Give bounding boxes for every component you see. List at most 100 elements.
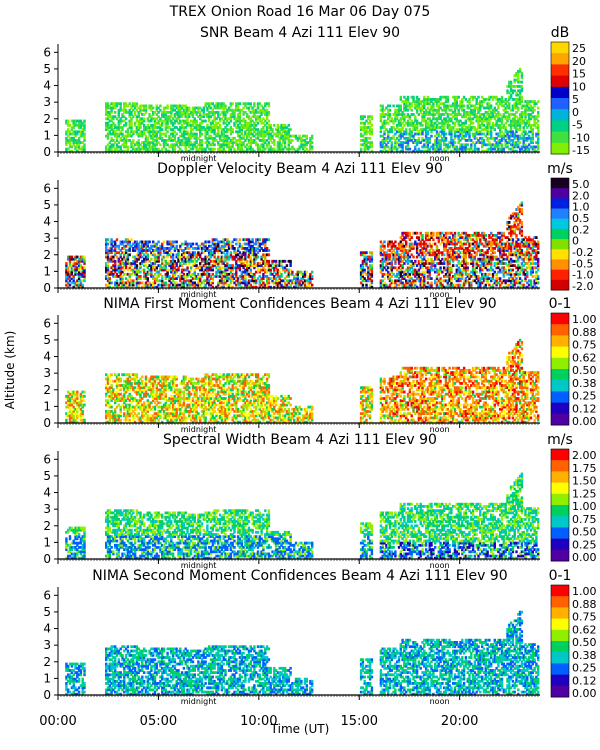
heatmap-cell <box>143 117 146 121</box>
heatmap-cell <box>193 143 196 147</box>
heatmap-cell <box>74 134 77 138</box>
heatmap-cell <box>110 145 113 149</box>
heatmap-cell <box>359 143 363 147</box>
heatmap-cell <box>246 132 249 136</box>
heatmap-cell <box>464 111 468 114</box>
heatmap-cell <box>363 126 366 129</box>
heatmap-cell <box>238 119 242 123</box>
heatmap-cell <box>164 111 167 114</box>
heatmap-cell <box>405 115 408 119</box>
heatmap-cell <box>206 115 209 119</box>
heatmap-cell <box>106 136 110 140</box>
heatmap-cell <box>182 111 186 114</box>
heatmap-cell <box>379 117 383 121</box>
heatmap-cell <box>157 149 160 153</box>
heatmap-cell <box>108 141 111 144</box>
heatmap-cell <box>262 128 265 131</box>
heatmap-cell <box>159 143 162 147</box>
heatmap-cell <box>365 143 368 147</box>
heatmap-cell <box>457 95 460 99</box>
heatmap-cell <box>220 117 224 121</box>
heatmap-cell <box>213 123 216 127</box>
heatmap-cell <box>112 130 115 134</box>
heatmap-cell <box>188 149 191 153</box>
heatmap-cell <box>311 147 314 151</box>
heatmap-cell <box>65 141 68 144</box>
heatmap-cell <box>105 106 108 110</box>
heatmap-cell <box>139 123 142 127</box>
heatmap-cell <box>159 123 162 127</box>
heatmap-cell <box>106 121 110 125</box>
heatmap-cell <box>249 268 252 272</box>
heatmap-cell <box>500 143 504 147</box>
heatmap-cell <box>387 141 390 144</box>
heatmap-cell <box>432 117 435 121</box>
heatmap-cell <box>296 136 299 140</box>
heatmap-cell <box>428 119 431 123</box>
heatmap-cell <box>273 123 276 127</box>
heatmap-cell <box>117 134 120 138</box>
heatmap-cell <box>410 95 413 99</box>
heatmap-cell <box>461 145 464 149</box>
heatmap-cell <box>139 117 142 121</box>
heatmap-cell <box>137 134 140 138</box>
heatmap-cell <box>283 259 287 263</box>
heatmap-cell <box>309 141 312 144</box>
heatmap-cell <box>195 145 198 149</box>
heatmap-cell <box>256 130 260 134</box>
heatmap-cell <box>218 102 222 106</box>
heatmap-cell <box>381 126 384 129</box>
heatmap-cell <box>383 121 386 125</box>
heatmap-cell <box>383 136 386 140</box>
heatmap-cell <box>379 115 383 119</box>
heatmap-cell <box>434 98 437 101</box>
heatmap-cell <box>518 67 522 71</box>
heatmap-cell <box>283 130 287 134</box>
heatmap-cell <box>435 141 439 144</box>
heatmap-cell <box>229 132 233 136</box>
heatmap-cell <box>152 117 155 121</box>
heatmap-cell <box>271 128 274 131</box>
heatmap-cell <box>184 113 187 116</box>
heatmap-cell <box>200 126 204 129</box>
heatmap-cell <box>459 139 462 142</box>
heatmap-cell <box>161 115 164 119</box>
heatmap-cell <box>222 147 225 151</box>
heatmap-cell <box>405 100 408 103</box>
heatmap-cell <box>208 126 211 129</box>
heatmap-cell <box>470 119 473 123</box>
heatmap-cell <box>195 126 198 129</box>
heatmap-cell <box>392 136 395 140</box>
heatmap-cell <box>247 147 251 151</box>
heatmap-cell <box>249 117 252 121</box>
heatmap-cell <box>121 115 124 119</box>
heatmap-cell <box>280 128 283 131</box>
heatmap-cell <box>217 141 220 144</box>
heatmap-cell <box>267 130 271 134</box>
panel-title: SNR Beam 4 Azi 111 Elev 90 <box>200 25 400 41</box>
heatmap-cell <box>255 123 258 127</box>
heatmap-cell <box>246 143 249 147</box>
heatmap-cell <box>459 102 462 106</box>
heatmap-cell <box>408 130 412 134</box>
heatmap-cell <box>157 136 160 140</box>
heatmap-cell <box>282 128 285 131</box>
heatmap-cell <box>204 147 207 151</box>
heatmap-cell <box>464 132 468 136</box>
colorbar-swatch <box>551 53 569 65</box>
heatmap-cell <box>399 121 402 125</box>
heatmap-cell <box>180 139 184 142</box>
heatmap-cell <box>81 141 84 144</box>
heatmap-cell <box>381 149 384 153</box>
heatmap-cell <box>439 130 442 134</box>
heatmap-cell <box>119 121 122 125</box>
heatmap-cell <box>199 130 202 134</box>
heatmap-cell <box>182 134 186 138</box>
heatmap-cell <box>426 111 430 114</box>
heatmap-cell <box>461 102 464 106</box>
heatmap-cell <box>119 104 122 108</box>
heatmap-cell <box>443 128 446 131</box>
heatmap-cell <box>282 139 285 142</box>
heatmap-cell <box>406 143 410 147</box>
heatmap-cell <box>450 117 453 121</box>
